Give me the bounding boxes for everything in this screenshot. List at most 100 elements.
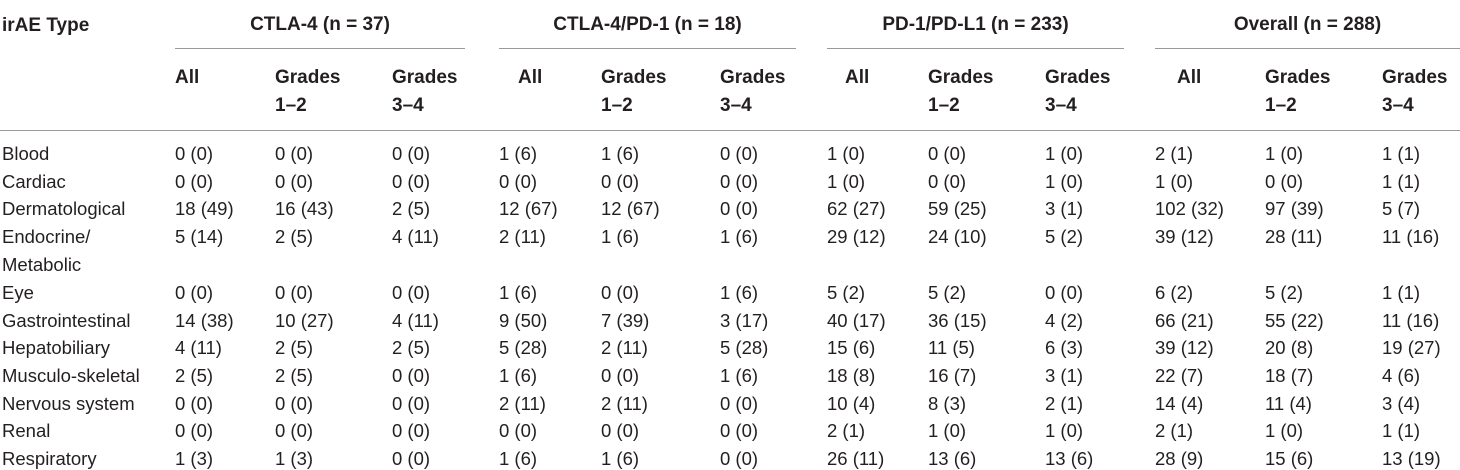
table-cell: 2 (1) <box>827 420 866 441</box>
table-cell: 1 (6) <box>499 282 538 303</box>
table-cell: 40 (17) <box>827 310 886 331</box>
subheader-grades-1-2: Grades 1–2 <box>928 64 993 120</box>
table-cell: 1 (0) <box>1265 420 1304 441</box>
table-cell: 5 (28) <box>499 337 548 358</box>
table-cell: 55 (22) <box>1265 310 1324 331</box>
table-cell: 1 (0) <box>827 143 866 164</box>
table-cell: 13 (6) <box>928 448 977 469</box>
table-cell: 0 (0) <box>720 393 759 414</box>
table-cell: 5 (2) <box>827 282 866 303</box>
table-cell: 0 (0) <box>601 365 640 386</box>
table-cell: 1 (0) <box>1045 171 1084 192</box>
row-label: Hepatobiliary <box>2 337 110 358</box>
table-cell: 0 (0) <box>275 393 314 414</box>
table-cell: 6 (2) <box>1155 282 1194 303</box>
subheader-line: Grades <box>720 67 786 88</box>
table-cell: 2 (11) <box>601 337 648 358</box>
table-cell: 1 (6) <box>720 282 759 303</box>
table-cell: 4 (2) <box>1045 310 1084 331</box>
table-cell: 20 (8) <box>1265 337 1314 358</box>
table-cell: 0 (0) <box>275 282 314 303</box>
table-cell: 1 (6) <box>601 448 640 469</box>
group-rule-overall <box>1155 48 1460 49</box>
table-cell: 26 (11) <box>827 448 885 469</box>
row-label: Eye <box>2 282 34 303</box>
table-cell: 0 (0) <box>175 171 214 192</box>
table-cell: 1 (0) <box>1045 143 1084 164</box>
subheader-line: 1–2 <box>275 95 307 116</box>
table-cell: 22 (7) <box>1155 365 1204 386</box>
subheader-line: Grades <box>1045 67 1111 88</box>
table-cell: 15 (6) <box>827 337 876 358</box>
subheader-line: 3–4 <box>392 95 424 116</box>
table-cell: 0 (0) <box>275 171 314 192</box>
subheader-grades-3-4: Grades 3–4 <box>720 64 785 120</box>
subheader-grades-1-2: Grades 1–2 <box>275 64 340 120</box>
subheader-line: 1–2 <box>928 95 960 116</box>
table-cell: 6 (3) <box>1045 337 1084 358</box>
table-cell: 5 (2) <box>928 282 967 303</box>
table-cell: 1 (3) <box>175 448 214 469</box>
table-cell: 0 (0) <box>275 143 314 164</box>
table-cell: 18 (8) <box>827 365 876 386</box>
table-cell: 15 (6) <box>1265 448 1314 469</box>
table-cell: 19 (27) <box>1382 337 1441 358</box>
table-cell: 66 (21) <box>1155 310 1214 331</box>
table-cell: 2 (1) <box>1045 393 1084 414</box>
table-cell: 0 (0) <box>1265 171 1304 192</box>
row-label: Respiratory <box>2 448 97 469</box>
table-cell: 0 (0) <box>499 420 538 441</box>
table-cell: 18 (7) <box>1265 365 1314 386</box>
table-cell: 4 (6) <box>1382 365 1421 386</box>
table-cell: 39 (12) <box>1155 226 1214 247</box>
row-label: Nervous system <box>2 393 135 414</box>
table-cell: 3 (17) <box>720 310 769 331</box>
subheader-all: All <box>518 67 543 88</box>
table-cell: 1 (3) <box>275 448 314 469</box>
table-cell: 9 (50) <box>499 310 548 331</box>
table-cell: 3 (4) <box>1382 393 1421 414</box>
table-cell: 5 (14) <box>175 226 224 247</box>
table-cell: 10 (4) <box>827 393 876 414</box>
table-cell: 2 (1) <box>1155 420 1194 441</box>
table-cell: 11 (16) <box>1382 226 1440 247</box>
group-header-ctla4-pd1: CTLA-4/PD-1 (n = 18) <box>553 14 742 35</box>
table-cell: 1 (6) <box>601 226 640 247</box>
table-cell: 28 (9) <box>1155 448 1204 469</box>
row-label-continued: Metabolic <box>2 254 82 275</box>
table-cell: 0 (0) <box>720 171 759 192</box>
group-rule-ctla4 <box>175 48 465 49</box>
group-header-pd1-pdl1: PD-1/PD-L1 (n = 233) <box>882 14 1069 35</box>
subheader-line: Grades <box>392 67 458 88</box>
table-cell: 0 (0) <box>392 143 431 164</box>
table-cell: 12 (67) <box>601 198 660 219</box>
table-cell: 2 (5) <box>392 198 431 219</box>
table-cell: 18 (49) <box>175 198 234 219</box>
subheader-line: 3–4 <box>1045 95 1077 116</box>
subheader-all: All <box>175 67 200 88</box>
table-cell: 14 (38) <box>175 310 234 331</box>
header-rule <box>0 130 1460 131</box>
table-cell: 97 (39) <box>1265 198 1324 219</box>
table-cell: 12 (67) <box>499 198 558 219</box>
group-rule-pd1-pdl1 <box>827 48 1124 49</box>
subheader-line: 1–2 <box>601 95 633 116</box>
table-cell: 0 (0) <box>175 282 214 303</box>
table-cell: 1 (6) <box>499 448 538 469</box>
table-cell: 0 (0) <box>601 171 640 192</box>
subheader-line: Grades <box>275 67 341 88</box>
subheader-line: 1–2 <box>1265 95 1297 116</box>
row-label: Gastrointestinal <box>2 310 131 331</box>
table-cell: 1 (1) <box>1382 282 1421 303</box>
table-cell: 0 (0) <box>928 143 967 164</box>
table-cell: 4 (11) <box>392 310 439 331</box>
table-cell: 28 (11) <box>1265 226 1323 247</box>
table-cell: 4 (11) <box>175 337 222 358</box>
row-label: Blood <box>2 143 50 164</box>
table-cell: 3 (1) <box>1045 198 1084 219</box>
table-cell: 11 (16) <box>1382 310 1440 331</box>
table-cell: 5 (28) <box>720 337 769 358</box>
table-cell: 0 (0) <box>392 448 431 469</box>
table-cell: 2 (11) <box>499 393 546 414</box>
table-cell: 1 (0) <box>1265 143 1304 164</box>
